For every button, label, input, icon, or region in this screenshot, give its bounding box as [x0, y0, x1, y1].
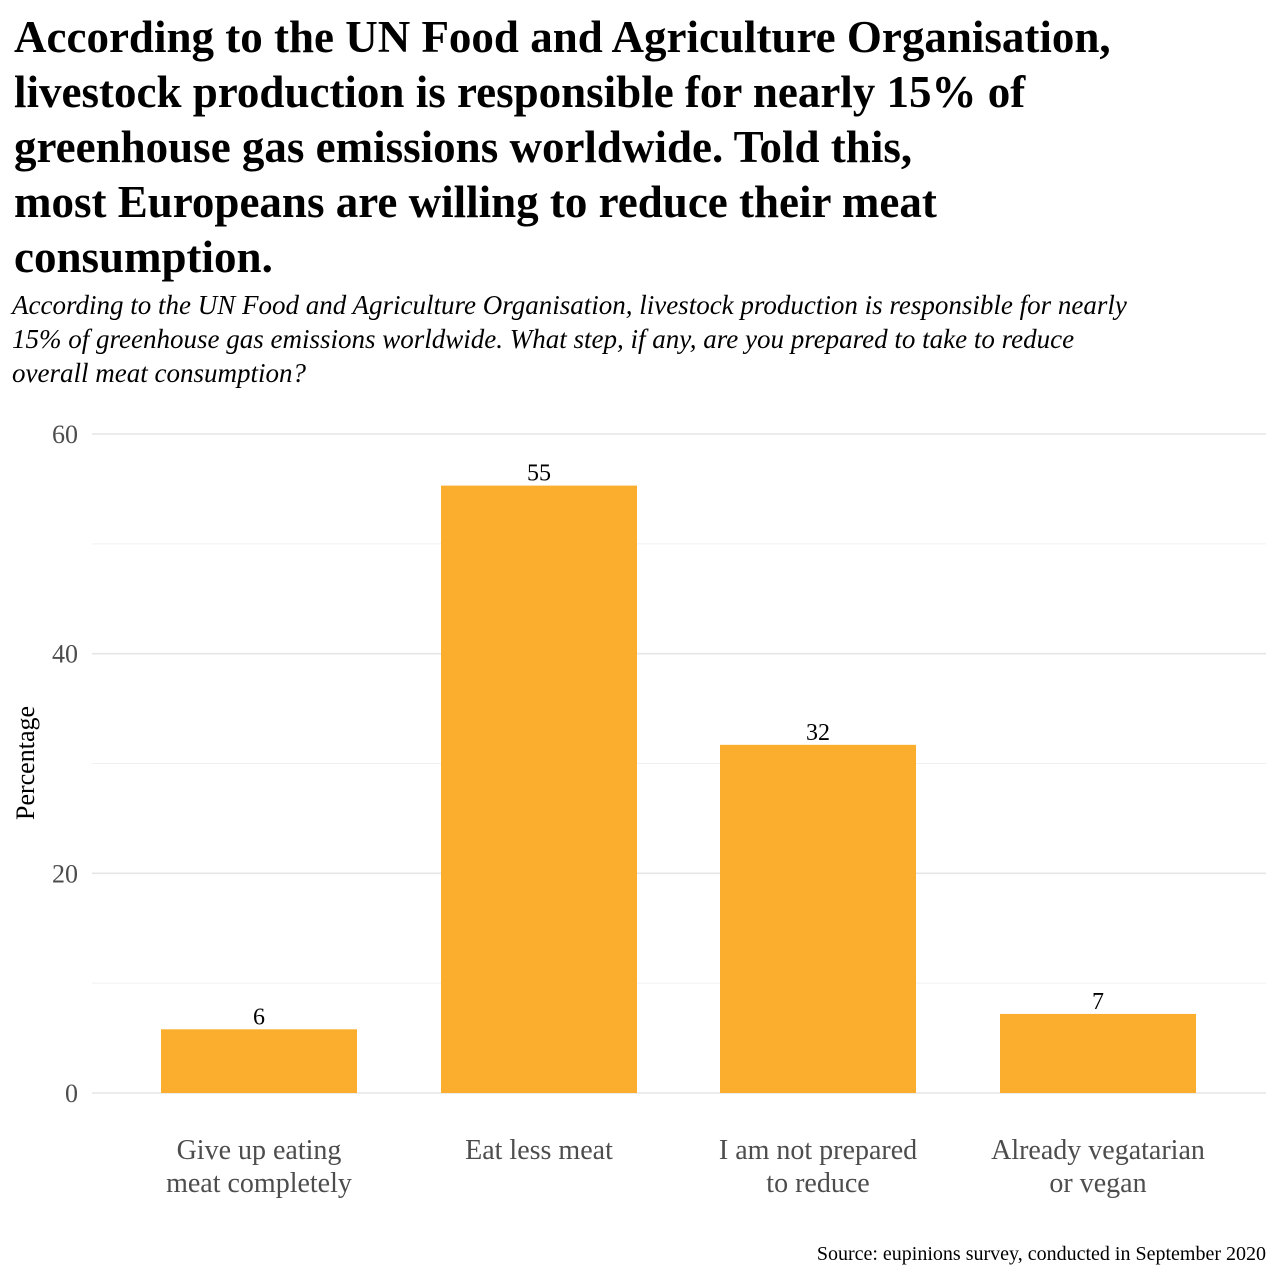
bar: [441, 485, 637, 1093]
y-axis-ticks: 0 20 40 60: [52, 420, 78, 1108]
data-labels: 6 55 32 7: [253, 461, 1104, 1031]
y-tick-label: 60: [52, 420, 78, 449]
x-tick-label: I am not prepared to reduce: [719, 1135, 917, 1199]
x-tick-label: Give up eating meat completely: [166, 1135, 352, 1199]
bar: [720, 744, 916, 1093]
bar: [1000, 1013, 1196, 1093]
y-tick-label: 40: [52, 640, 78, 669]
bar: [161, 1029, 357, 1093]
chart-subtitle: According to the UN Food and Agriculture…: [12, 290, 1127, 388]
data-label: 7: [1092, 989, 1104, 1015]
data-label: 32: [806, 720, 830, 746]
gridlines: [92, 433, 1266, 1094]
source-note: Source: eupinions survey, conducted in S…: [816, 1243, 1266, 1265]
chart-title: According to the UN Food and Agriculture…: [14, 12, 1111, 282]
bars: [161, 485, 1196, 1093]
y-tick-label: 20: [52, 859, 78, 888]
data-label: 6: [253, 1004, 265, 1030]
data-label: 55: [527, 461, 551, 487]
y-tick-label: 0: [65, 1079, 78, 1108]
y-axis-label: Percentage: [11, 706, 40, 820]
x-tick-label: Already vegatarian or vegan: [991, 1135, 1205, 1199]
x-axis-ticks: Give up eating meat completely Eat less me…: [166, 1135, 1205, 1199]
x-tick-label: Eat less meat: [465, 1135, 613, 1166]
